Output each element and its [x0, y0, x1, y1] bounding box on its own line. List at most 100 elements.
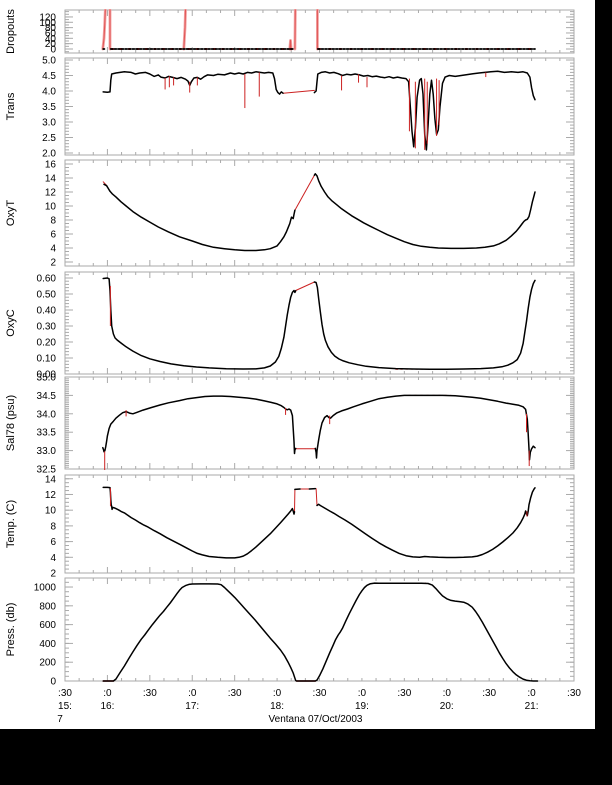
- x-ticks: [64, 475, 561, 573]
- y-tick-label: 400: [39, 639, 56, 650]
- y-tick-label: 20: [45, 39, 57, 50]
- data-trace: [102, 486, 296, 559]
- x-tick-label: :0: [188, 688, 197, 699]
- y-tick-label: 2: [50, 258, 56, 269]
- y-tick-label: 600: [39, 620, 56, 631]
- x-hour-label: 15:: [58, 701, 72, 712]
- dropout-spike-core: [102, 9, 106, 50]
- data-trace: [316, 487, 536, 559]
- y-tick-label: 16: [45, 159, 57, 170]
- red-trace: [294, 174, 315, 211]
- y-tick-label: 0.10: [37, 354, 57, 365]
- y-tick-label: 6: [50, 230, 56, 241]
- y-tick-label: 2: [50, 569, 56, 580]
- panel-trans: 2.0 2.5 3.0 3.5 4.0 4.5 5.0 Trans: [5, 56, 575, 159]
- x-tick-label: :0: [273, 688, 282, 699]
- y-tick-label: 100: [39, 18, 56, 29]
- panel-press: 0 200 400 600 800 1000 Press. (db): [5, 577, 575, 688]
- red-trace: [315, 488, 318, 506]
- y-tick-label: 0.00: [37, 370, 57, 381]
- y-tick-label: 5.0: [42, 56, 56, 67]
- panel-data: [102, 173, 536, 252]
- y-ticks: [65, 274, 574, 372]
- bezel-bottom: [0, 729, 612, 785]
- x-hour-label: 16:: [100, 701, 114, 712]
- y-tick-label: 32.5: [37, 465, 57, 476]
- data-trace: [313, 70, 536, 151]
- y-tick-label: 60: [45, 28, 57, 39]
- panel-ylabel: OxyT: [5, 200, 17, 227]
- x-tick-label: :0: [103, 688, 112, 699]
- x-tick-label: :30: [228, 688, 242, 699]
- y-tick-label: 14: [45, 173, 57, 184]
- panel-temp: 2 4 6 8 10 12 14 Temp. (C): [5, 474, 575, 580]
- x-ticks: [64, 578, 561, 681]
- data-trace: [102, 395, 297, 455]
- panel-ylabel: Temp. (C): [5, 500, 17, 548]
- y-tick-label: 1000: [34, 583, 57, 594]
- x-tick-label: :30: [482, 688, 496, 699]
- x-ticks: [64, 377, 561, 469]
- x-axis-caption: Ventana 07/Oct/2003: [269, 714, 363, 725]
- y-tick-label: 8: [50, 521, 56, 532]
- y-tick-label: 0: [50, 677, 56, 688]
- data-trace: [313, 279, 536, 370]
- data-trace: [314, 394, 536, 461]
- y-tick-label: 35.0: [37, 373, 57, 384]
- y-tick-label: 34.0: [37, 409, 57, 420]
- panel-ylabel: Dropouts: [5, 9, 17, 54]
- y-tick-label: 10: [45, 506, 57, 517]
- panel-data: [102, 582, 539, 682]
- data-trace: [313, 173, 536, 250]
- panel-ylabel: OxyC: [5, 309, 17, 337]
- y-tick-label: 12: [45, 187, 57, 198]
- x-ticks: [64, 58, 561, 155]
- x-axis-labels: :30:0:30:0:30:0:30:0:30:0:30:0:30 15: 16: 1…: [57, 688, 581, 725]
- bezel-right: [595, 0, 612, 785]
- y-tick-label: 2.0: [42, 148, 56, 159]
- y-tick-label: 4.5: [42, 71, 56, 82]
- y-tick-label: 0.20: [37, 338, 57, 349]
- y-tick-label: 0.40: [37, 306, 57, 317]
- x-ticks: [64, 272, 561, 374]
- y-tick-label: 80: [45, 23, 57, 34]
- y-tick-label: 33.0: [37, 446, 57, 457]
- x-tick-label: :30: [143, 688, 157, 699]
- y-tick-label: 0.60: [37, 274, 57, 285]
- y-tick-label: 800: [39, 601, 56, 612]
- panel-ylabel: Press. (db): [5, 603, 17, 657]
- red-trace: [282, 89, 315, 94]
- y-tick-label: 0.30: [37, 322, 57, 333]
- y-tick-label: 3.0: [42, 117, 56, 128]
- x-tick-label: :30: [567, 688, 581, 699]
- y-tick-label: 4: [50, 244, 56, 255]
- x-tick-label: :30: [313, 688, 327, 699]
- x-tick-label: :0: [358, 688, 367, 699]
- y-tick-label: 4: [50, 553, 56, 564]
- panel-data: [101, 9, 536, 51]
- x-tick-label: :30: [397, 688, 411, 699]
- x-hour-label: 21:: [525, 701, 539, 712]
- y-tick-label: 2.5: [42, 133, 56, 144]
- x-tick-label: :0: [443, 688, 452, 699]
- data-trace: [102, 582, 539, 682]
- x-tick-label: :0: [527, 688, 536, 699]
- y-tick-label: 6: [50, 537, 56, 548]
- dropout-spike-core: [183, 9, 186, 50]
- dropout-spike-core: [289, 39, 292, 50]
- y-tick-label: 12: [45, 490, 57, 501]
- panel-oxyt: 2 4 6 8 10 12 14 16 OxyT: [5, 159, 575, 269]
- x-hour-label: 20:: [440, 701, 454, 712]
- y-tick-label: 40: [45, 34, 57, 45]
- x-hour-label: 17:: [185, 701, 199, 712]
- y-tick-label: 3.5: [42, 102, 56, 113]
- y-tick-label: 200: [39, 658, 56, 669]
- y-tick-label: 14: [45, 474, 57, 485]
- y-tick-label: 10: [45, 201, 57, 212]
- x-ticks: [64, 10, 561, 53]
- panel-data: [102, 70, 536, 151]
